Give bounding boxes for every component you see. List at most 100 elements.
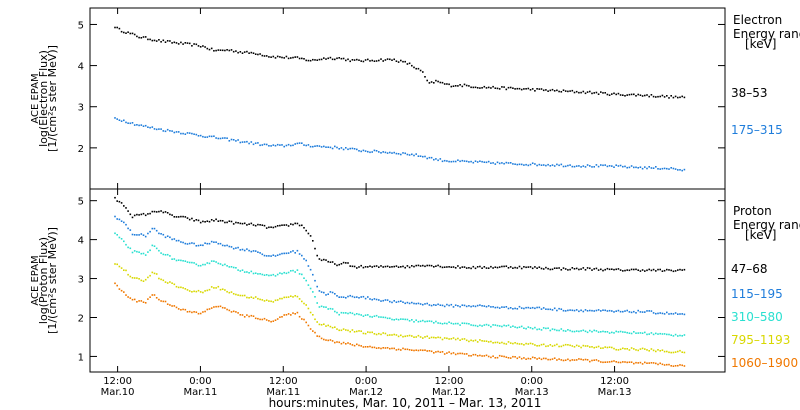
data-point: [369, 345, 371, 348]
data-point: [140, 279, 143, 282]
data-point: [655, 332, 657, 335]
data-point: [512, 267, 514, 269]
data-point: [573, 359, 576, 361]
data-point: [644, 311, 646, 313]
data-point: [518, 87, 521, 90]
data-point: [347, 58, 349, 61]
data-point: [133, 298, 136, 301]
data-point: [428, 304, 431, 306]
data-point: [127, 31, 129, 33]
data-point: [512, 308, 514, 310]
data-point: [342, 328, 345, 330]
data-point: [316, 321, 318, 323]
data-point: [314, 318, 316, 321]
data-point: [131, 251, 134, 254]
data-point: [232, 223, 235, 225]
data-point: [345, 59, 347, 62]
data-point: [490, 162, 492, 164]
data-point: [413, 66, 415, 69]
data-point: [459, 305, 461, 308]
data-point: [589, 329, 591, 332]
data-point: [582, 344, 585, 347]
data-point: [525, 163, 527, 166]
data-point: [470, 355, 472, 357]
data-point: [378, 316, 380, 318]
data-point: [584, 166, 587, 168]
data-point: [571, 89, 574, 92]
data-point: [419, 320, 422, 323]
data-point: [553, 267, 556, 269]
data-point: [301, 300, 303, 303]
data-point: [138, 36, 140, 39]
data-point: [287, 143, 290, 146]
data-point: [285, 55, 288, 58]
data-point: [406, 335, 409, 337]
data-point: [342, 57, 345, 60]
data-point: [507, 324, 510, 327]
data-point: [276, 273, 279, 276]
data-point: [186, 132, 189, 134]
data-point: [534, 90, 536, 92]
data-point: [507, 341, 510, 343]
data-point: [461, 266, 464, 268]
data-point: [149, 38, 151, 41]
data-point: [120, 202, 123, 204]
data-point: [402, 347, 404, 350]
data-point: [386, 299, 389, 301]
data-point: [382, 60, 384, 62]
data-point: [419, 69, 422, 72]
data-point: [650, 167, 653, 169]
data-point: [470, 160, 472, 163]
data-point: [184, 260, 187, 262]
data-point: [395, 265, 398, 267]
data-point: [362, 295, 365, 298]
data-point: [147, 251, 149, 253]
data-point: [589, 165, 591, 167]
data-point: [406, 153, 409, 156]
data-point: [615, 164, 617, 166]
data-point: [437, 80, 439, 83]
data-point: [461, 338, 464, 340]
data-point: [424, 76, 426, 78]
data-point: [545, 345, 547, 348]
data-point: [593, 346, 595, 349]
panel-frame: [89, 7, 726, 190]
data-point: [468, 340, 470, 343]
data-point: [239, 249, 242, 251]
data-point: [586, 359, 589, 361]
data-point: [498, 342, 501, 344]
data-point: [129, 275, 132, 278]
data-point: [591, 92, 593, 95]
data-point: [584, 309, 587, 311]
data-point: [316, 254, 318, 257]
data-point: [520, 325, 523, 328]
data-point: [252, 250, 255, 252]
data-point: [448, 321, 450, 323]
data-point: [595, 346, 598, 348]
data-point: [386, 265, 389, 268]
data-point: [296, 311, 299, 314]
data-point: [547, 163, 549, 166]
data-point: [683, 96, 686, 99]
data-point: [358, 297, 360, 299]
data-point: [670, 269, 672, 272]
data-point: [340, 57, 343, 60]
data-point: [666, 268, 668, 271]
data-point: [237, 269, 239, 271]
data-point: [468, 354, 470, 357]
data-point: [433, 336, 435, 339]
data-point: [294, 222, 296, 225]
data-point: [646, 333, 648, 336]
data-point: [472, 340, 475, 342]
data-point: [338, 296, 340, 298]
data-point: [428, 156, 431, 159]
data-point: [551, 88, 554, 91]
data-point: [232, 266, 235, 269]
data-point: [595, 330, 598, 332]
data-point: [217, 305, 220, 308]
data-point: [435, 351, 437, 353]
data-point: [243, 222, 246, 225]
data-point: [138, 278, 140, 280]
data-point: [235, 247, 237, 249]
data-point: [180, 259, 182, 262]
